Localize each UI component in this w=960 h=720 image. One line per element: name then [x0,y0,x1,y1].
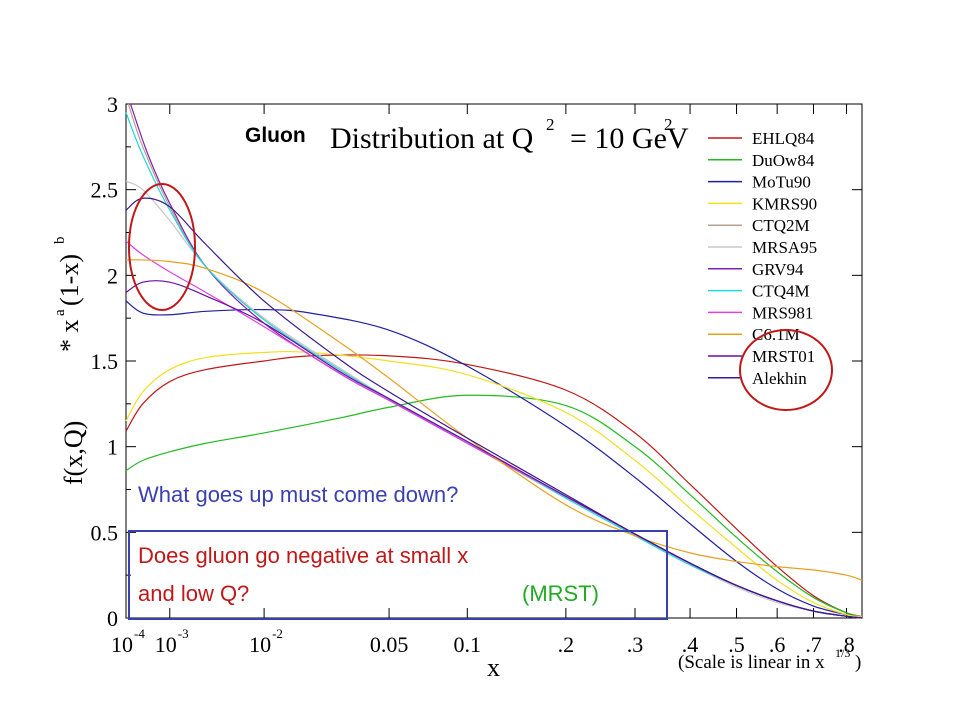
y-tick-label: 2 [107,263,118,288]
y-axis-multiplier: * x a (1-x) b [52,237,84,353]
y-mult-text-1: * x [55,320,84,353]
legend-label: CTQ4M [752,282,810,301]
annotation-question-1: What goes up must come down? [138,482,459,507]
title-prefix: Gluon [245,124,306,147]
legend-label: EHLQ84 [752,129,815,148]
x-tick-label: 0.1 [454,632,482,657]
legend-label: MRSA95 [752,238,817,257]
annotation-question-2-line-2: and low Q? [138,581,250,606]
x-axis-label: x [487,653,500,682]
x-tick-label-exp: -4 [134,626,145,641]
y-axis-label: f(x,Q) [59,421,88,485]
annotation-question-2-line-1: Does gluon go negative at small x [138,543,469,568]
x-tick-label: .6 [769,632,786,657]
legend: EHLQ84 DuOw84 MoTu90 KMRS90 CTQ2M MRSA95 GRV94… [708,129,817,388]
y-mult-text-2: (1-x) [55,254,84,306]
x-tick-label: .5 [728,632,745,657]
chart-title-suffix: = 10 GeV [570,122,689,155]
x-tick-label-exp: -3 [178,626,189,641]
series-line-c61m [125,259,863,581]
scale-note-end: ) [855,652,861,673]
legend-label: MRST01 [752,347,815,366]
scale-note: (Scale is linear in x [678,652,825,673]
highlight-circle-legend [739,329,833,411]
legend-label: MoTu90 [752,173,811,192]
series-line-motu90 [125,300,863,617]
legend-label: KMRS90 [752,194,817,213]
x-tick-label: .8 [838,632,855,657]
x-tick-label-exp: -2 [272,626,283,641]
annotation-box [128,530,668,620]
series-line-kmrs90 [125,350,863,617]
x-tick-label: 10 [249,632,271,657]
x-tick-label: .4 [682,632,699,657]
legend-label: Alekhin [752,369,807,388]
x-tick-label: .7 [805,632,822,657]
highlight-circle-small-x [128,183,196,311]
chart-title-sup: 2 [546,115,555,134]
y-mult-sup-b: b [52,237,68,245]
series-line-ehlq84 [125,354,863,617]
legend-label: C6.1M [752,325,800,344]
y-tick-label: 1 [107,435,118,460]
scale-note-sup: 1/3 [835,646,850,660]
legend-label: MRS981 [752,303,813,322]
legend-label: CTQ2M [752,216,810,235]
x-tick-label: .2 [558,632,575,657]
legend-label: GRV94 [752,260,804,279]
y-tick-label: 0 [107,606,118,631]
x-tick-label: 10 [111,632,133,657]
y-tick-label: 2.5 [91,178,119,203]
annotation-tag: (MRST) [522,581,599,606]
chart-title: Distribution at Q [330,122,534,155]
chart-title-suffix-sup: 2 [664,115,673,134]
y-tick-label: 3 [107,92,118,117]
y-tick-label: 1.5 [91,349,119,374]
x-tick-label: 10 [155,632,177,657]
y-mult-sup-a: a [52,309,68,316]
legend-label: DuOw84 [752,151,815,170]
y-tick-label: 0.5 [91,520,119,545]
x-tick-label: .3 [627,632,644,657]
x-tick-label: 0.05 [370,632,409,657]
